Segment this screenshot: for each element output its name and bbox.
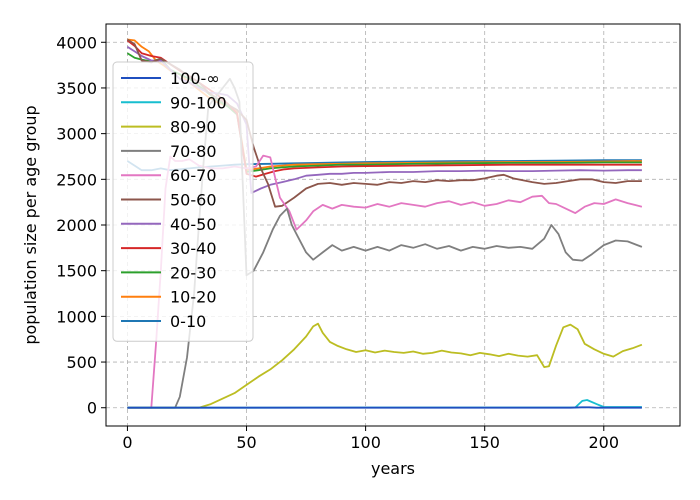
legend-label: 70-80 <box>170 142 217 161</box>
axis-ticks: 0 50 100 150 2000500100015002000250030003500… <box>56 33 619 452</box>
y-tick-label: 3500 <box>56 79 97 98</box>
legend-label: 30-40 <box>170 239 217 258</box>
x-tick-label: 0 <box>122 433 132 452</box>
x-axis-label: years <box>371 459 415 478</box>
x-tick-label: 50 <box>236 433 256 452</box>
legend-label: 50-60 <box>170 191 217 210</box>
y-tick-label: 2000 <box>56 216 97 235</box>
legend: 100-∞ 90-100 80-90 70-80 60-70 50-60 40-50 30-4… <box>112 61 254 342</box>
x-tick-label: 200 <box>589 433 620 452</box>
legend-label: 40-50 <box>170 215 217 234</box>
y-tick-label: 4000 <box>56 33 97 52</box>
legend-label: 10-20 <box>170 288 217 307</box>
legend-label: 90-100 <box>170 93 227 112</box>
x-tick-label: 150 <box>469 433 500 452</box>
y-tick-label: 3000 <box>56 125 97 144</box>
legend-label: 100-∞ <box>170 69 220 88</box>
legend-label: 60-70 <box>170 166 217 185</box>
y-tick-label: 1500 <box>56 262 97 281</box>
y-tick-label: 0 <box>87 399 97 418</box>
series-line-80-90 <box>127 322 643 409</box>
legend-label: 20-30 <box>170 263 217 282</box>
legend-label: 80-90 <box>170 118 217 137</box>
y-tick-label: 500 <box>66 353 97 372</box>
legend-label: 0-10 <box>170 312 206 331</box>
y-tick-label: 1000 <box>56 307 97 326</box>
y-tick-label: 2500 <box>56 170 97 189</box>
y-axis-label: population size per age group <box>21 105 40 344</box>
x-tick-label: 100 <box>350 433 381 452</box>
